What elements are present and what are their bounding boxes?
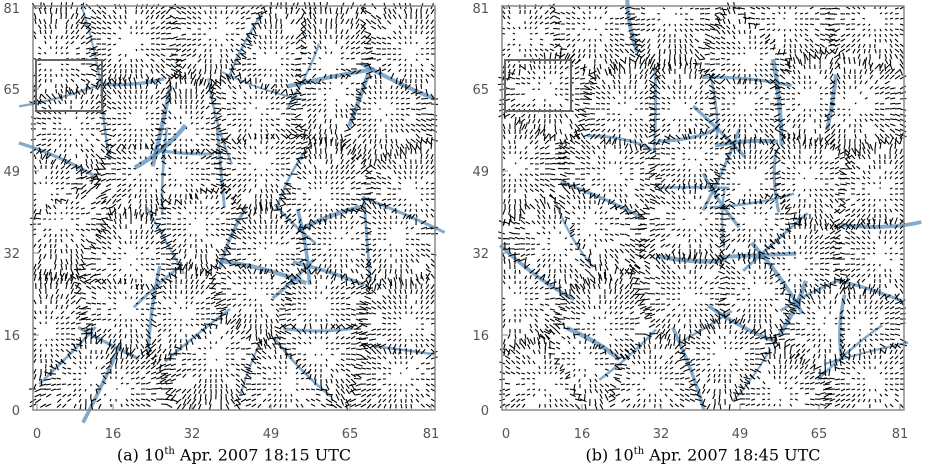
lane — [658, 185, 729, 190]
lane — [226, 12, 264, 81]
lane — [701, 172, 741, 229]
lane — [701, 128, 741, 212]
lane — [714, 138, 779, 148]
y-tick-label: 16 — [3, 329, 20, 344]
lane — [146, 265, 162, 358]
x-tick-label: 32 — [653, 427, 670, 442]
y-tick-label: 49 — [3, 165, 20, 180]
lane — [363, 196, 446, 234]
lane — [565, 325, 622, 362]
caption-b-suffix: Apr. 2007 18:45 UTC — [644, 445, 821, 464]
flow-vectors — [497, 1, 907, 412]
y-tick-label: 81 — [472, 2, 489, 17]
panel-a: 0 16 32 49 65 81 81 65 49 32 16 0 (a) 10th Apr. 200… — [0, 0, 468, 464]
y-tick-label: 32 — [3, 247, 20, 262]
lane — [77, 325, 140, 361]
x-tick-label: 81 — [892, 427, 909, 442]
y-tick-label: 0 — [481, 404, 489, 419]
caption-b: (b) 10th Apr. 2007 18:45 UTC — [469, 443, 937, 464]
lane — [221, 71, 307, 102]
lane — [292, 260, 365, 287]
lane — [81, 343, 122, 424]
lane — [707, 304, 776, 343]
highlight-box — [35, 59, 103, 112]
lane — [772, 149, 781, 213]
lanes-b — [498, 0, 922, 411]
y-tick-label: 65 — [472, 83, 489, 98]
lane — [133, 123, 188, 170]
lane — [239, 341, 262, 397]
lane — [692, 104, 746, 158]
lane — [770, 58, 784, 146]
caption-a-sup: th — [164, 446, 175, 457]
plot-frame — [501, 5, 905, 411]
lane — [151, 147, 215, 156]
x-tick-label: 0 — [33, 427, 41, 442]
lane — [283, 326, 354, 333]
lane — [215, 129, 226, 209]
y-tick-label: 49 — [472, 165, 489, 180]
highlight-box — [504, 59, 572, 112]
caption-b-prefix: (b) 10 — [585, 445, 634, 464]
lane — [840, 220, 922, 229]
lane — [105, 76, 165, 87]
lane — [742, 211, 809, 272]
lane — [359, 61, 436, 101]
x-tick-label: 49 — [732, 427, 749, 442]
lane — [38, 326, 97, 386]
x-tick-label: 0 — [502, 427, 510, 442]
lane — [560, 180, 644, 220]
flow-map-b: 0 16 32 49 65 81 81 65 49 32 16 0 — [472, 0, 922, 442]
lane — [273, 203, 317, 245]
lane — [709, 77, 719, 139]
lane — [750, 241, 805, 315]
lane — [709, 192, 795, 209]
x-tick-label: 81 — [423, 427, 440, 442]
flow-map-a: 0 16 32 49 65 81 81 65 49 32 16 0 — [3, 1, 446, 442]
panel-b: 0 16 32 49 65 81 81 65 49 32 16 0 (b) 10th Apr. 200… — [469, 0, 937, 464]
lane — [18, 141, 99, 179]
plot-frame — [32, 5, 436, 411]
lane — [652, 68, 657, 154]
caption-a-prefix: (a) 10 — [116, 445, 165, 464]
lane — [625, 0, 640, 53]
y-tick-label: 0 — [12, 404, 20, 419]
lane — [816, 324, 884, 381]
lane — [362, 195, 372, 283]
lane — [295, 208, 312, 285]
x-tick-label: 65 — [342, 427, 359, 442]
arrows-b — [497, 1, 907, 412]
caption-a: (a) 10th Apr. 2007 18:15 UTC — [0, 443, 468, 464]
y-tick-label: 81 — [3, 2, 20, 17]
lane — [271, 258, 316, 300]
x-tick-label: 16 — [105, 427, 122, 442]
lane — [779, 277, 843, 312]
x-tick-label: 32 — [184, 427, 201, 442]
lane — [275, 148, 308, 212]
lane — [145, 206, 185, 275]
caption-b-sup: th — [633, 446, 645, 457]
lane — [716, 251, 797, 260]
lane — [80, 6, 104, 96]
x-tick-label: 16 — [574, 427, 591, 442]
lane — [298, 204, 363, 232]
y-tick-label: 16 — [472, 329, 489, 344]
caption-a-suffix: Apr. 2007 18:15 UTC — [174, 445, 352, 464]
y-tick-label: 32 — [472, 247, 489, 262]
x-tick-label: 49 — [263, 427, 280, 442]
y-tick-label: 65 — [3, 83, 20, 98]
x-tick-label: 65 — [811, 427, 828, 442]
lane — [164, 307, 231, 363]
